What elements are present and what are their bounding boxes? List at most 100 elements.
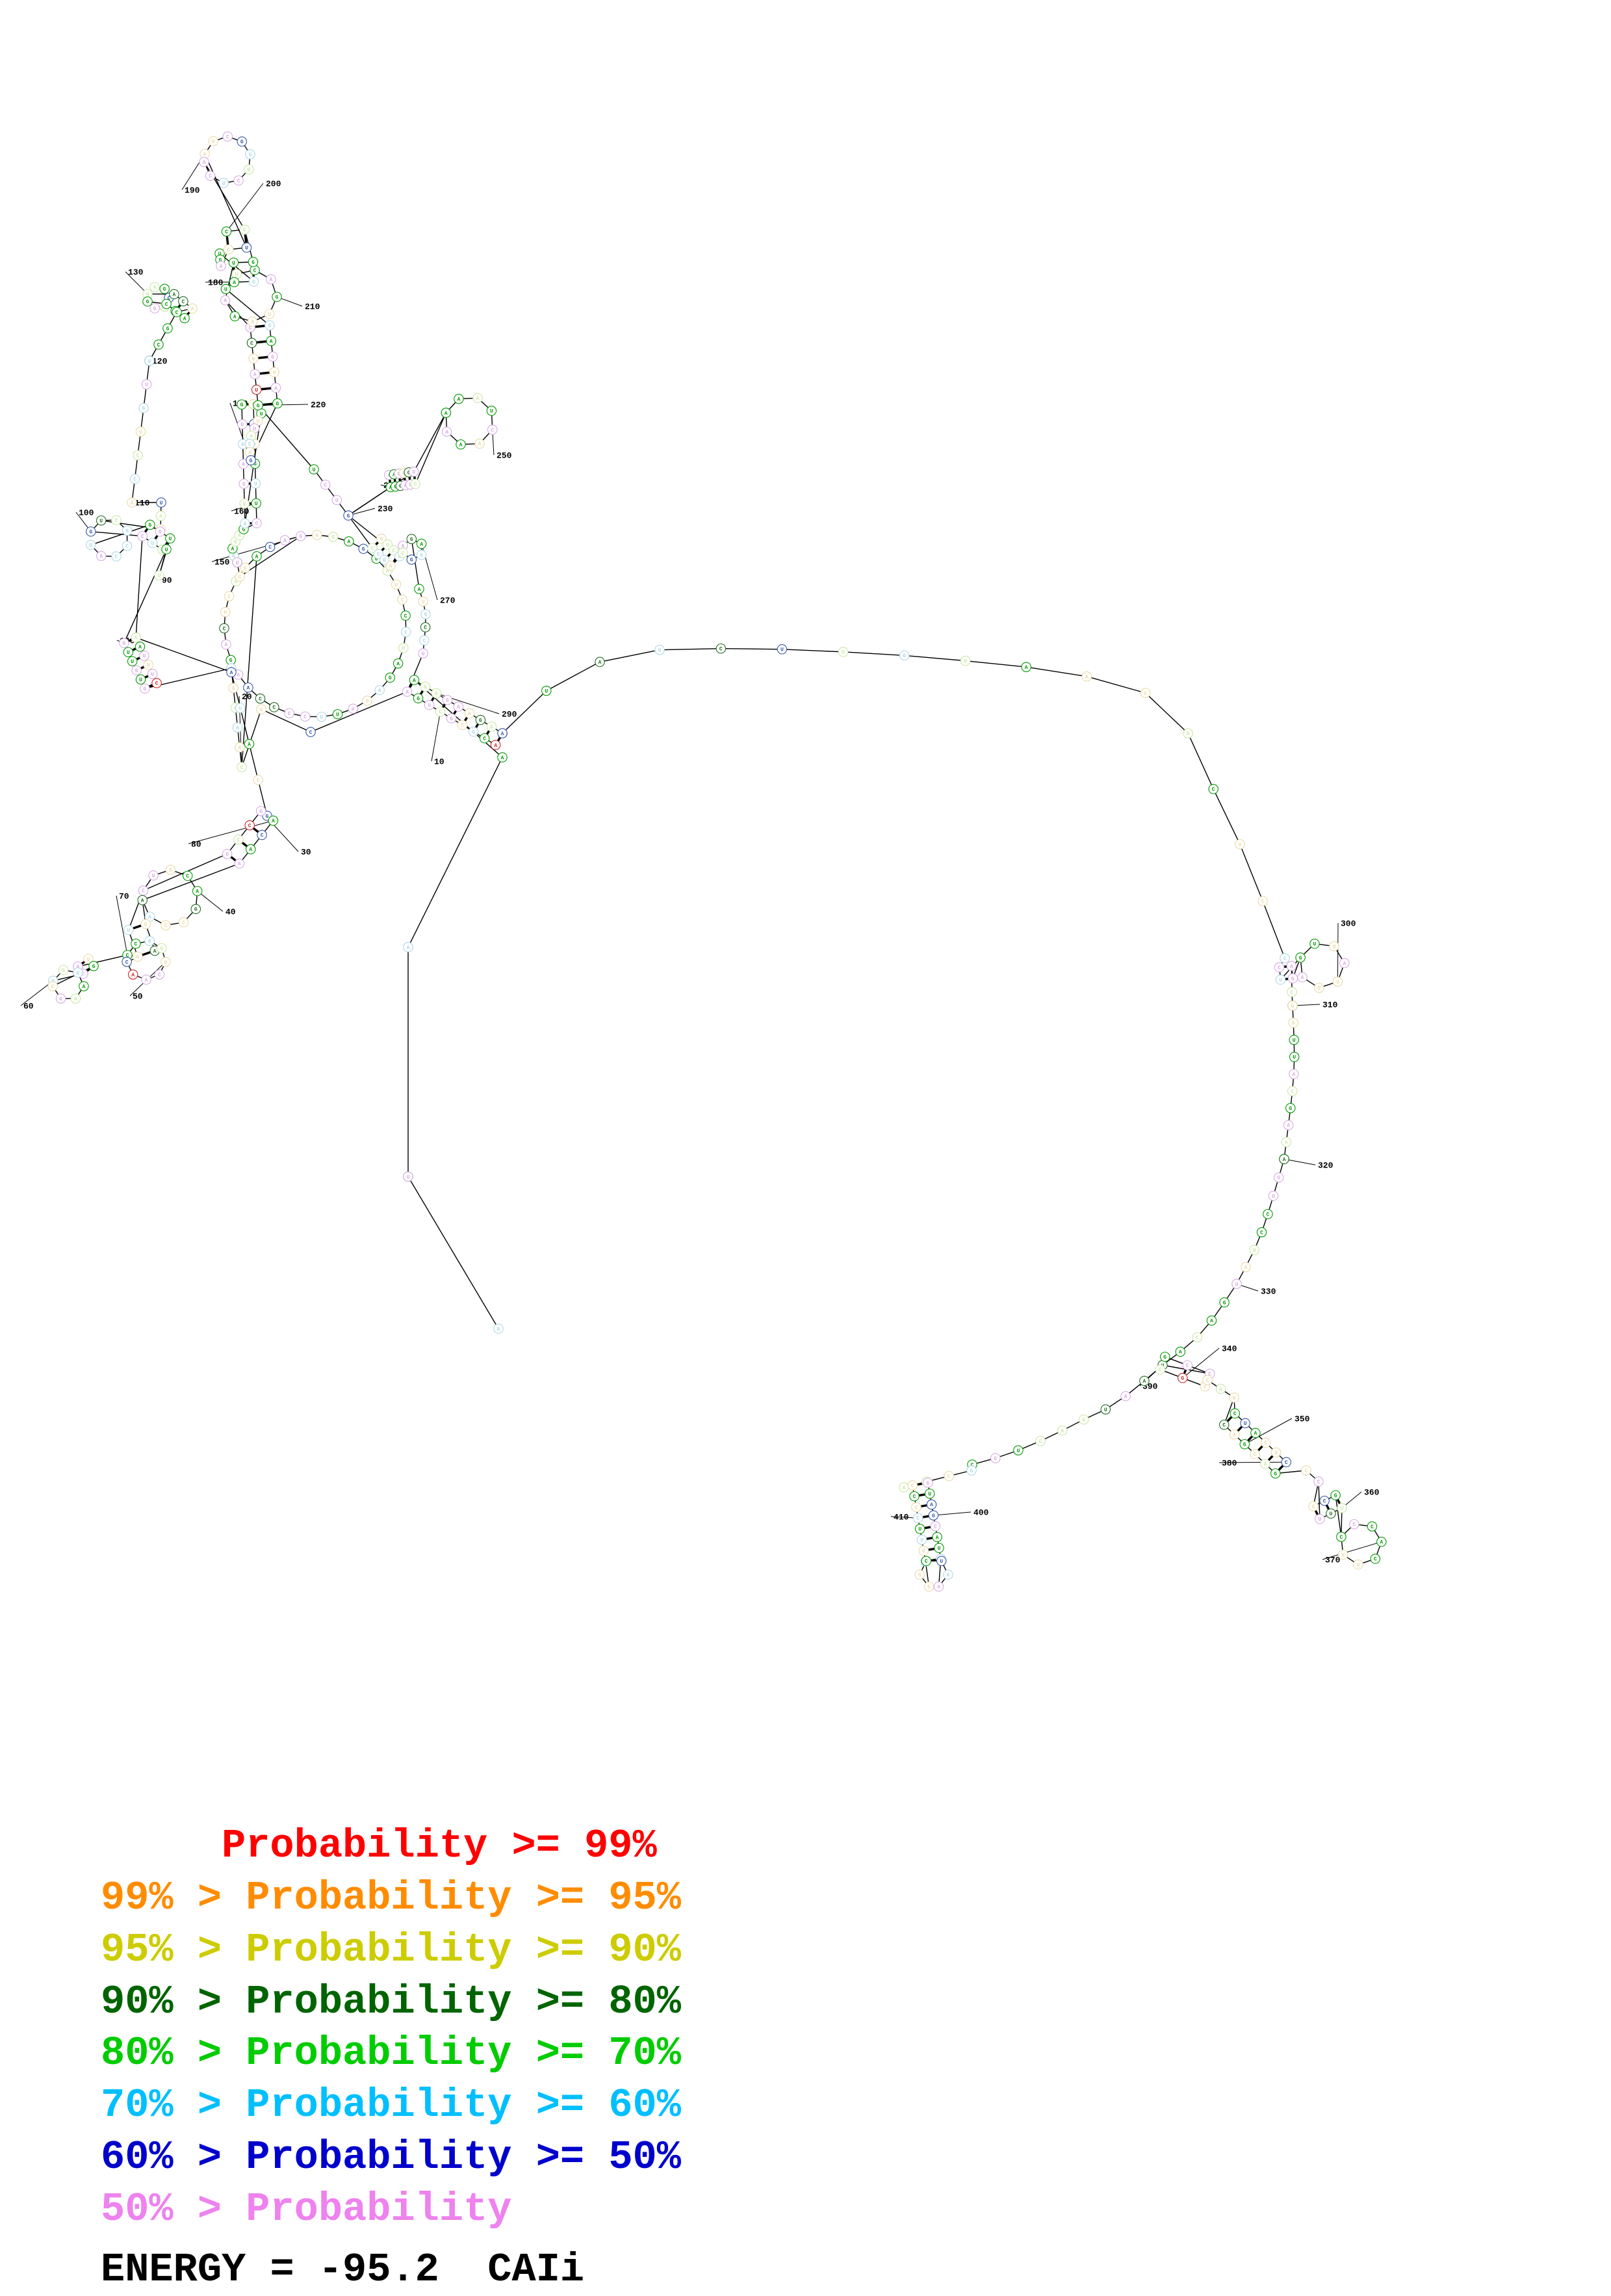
svg-text:A: A: [248, 742, 251, 748]
svg-text:U: U: [236, 560, 239, 566]
svg-text:G: G: [417, 696, 420, 702]
svg-text:A: A: [1233, 1433, 1236, 1439]
svg-text:A: A: [236, 725, 239, 731]
svg-text:A: A: [255, 554, 259, 560]
svg-text:A: A: [203, 152, 207, 158]
svg-text:G: G: [994, 1456, 997, 1462]
svg-text:410: 410: [894, 1513, 909, 1522]
svg-text:C: C: [259, 696, 262, 702]
svg-text:C: C: [1323, 1499, 1326, 1505]
svg-text:A: A: [420, 541, 423, 547]
svg-text:C: C: [115, 554, 118, 560]
svg-text:G: G: [1233, 1396, 1236, 1402]
svg-text:A: A: [1285, 1140, 1288, 1146]
svg-text:G: G: [232, 686, 235, 692]
svg-text:C: C: [1285, 1460, 1288, 1466]
svg-text:A: A: [131, 972, 135, 978]
svg-text:A: A: [407, 945, 410, 951]
svg-text:G: G: [1082, 1418, 1085, 1424]
svg-text:A: A: [233, 280, 236, 286]
svg-text:A: A: [1061, 1429, 1064, 1435]
svg-text:C: C: [424, 625, 427, 631]
svg-text:A: A: [159, 514, 162, 519]
svg-text:G: G: [271, 354, 274, 360]
svg-text:C: C: [175, 310, 179, 316]
svg-text:U: U: [1239, 842, 1242, 848]
svg-text:U: U: [273, 370, 276, 376]
svg-text:320: 320: [1318, 1161, 1334, 1171]
svg-text:U: U: [922, 1548, 925, 1554]
svg-text:U: U: [658, 648, 662, 654]
svg-text:U: U: [160, 946, 163, 952]
svg-text:C: C: [402, 551, 405, 556]
svg-text:A: A: [183, 316, 187, 322]
svg-text:60: 60: [23, 1002, 34, 1011]
svg-text:G: G: [927, 1585, 931, 1591]
svg-text:A: A: [196, 889, 199, 895]
svg-text:A: A: [413, 678, 416, 684]
svg-text:U: U: [238, 706, 242, 712]
svg-text:U: U: [139, 430, 142, 436]
svg-text:U: U: [248, 152, 251, 158]
svg-text:U: U: [158, 573, 161, 579]
svg-text:A: A: [903, 1485, 906, 1491]
svg-text:A: A: [74, 997, 77, 1002]
svg-text:C: C: [1305, 1468, 1308, 1474]
svg-text:C: C: [1371, 1524, 1374, 1530]
svg-text:C: C: [125, 544, 129, 550]
svg-text:G: G: [479, 718, 482, 724]
svg-text:G: G: [1163, 1355, 1166, 1361]
svg-text:U: U: [240, 423, 244, 428]
svg-text:G: G: [125, 528, 129, 534]
svg-text:C: C: [719, 647, 723, 653]
svg-text:A: A: [269, 277, 272, 283]
svg-text:U: U: [89, 543, 92, 549]
svg-text:U: U: [402, 646, 405, 652]
svg-text:C: C: [1291, 1089, 1294, 1095]
svg-text:U: U: [1272, 1194, 1275, 1199]
svg-text:U: U: [232, 261, 235, 267]
svg-text:C: C: [1196, 1335, 1199, 1341]
svg-text:U: U: [139, 677, 142, 683]
svg-text:230: 230: [378, 504, 393, 514]
svg-text:A: A: [396, 661, 400, 667]
svg-text:U: U: [235, 272, 238, 278]
svg-text:G: G: [250, 458, 253, 464]
svg-text:G: G: [76, 971, 79, 976]
svg-text:G: G: [251, 260, 255, 266]
svg-text:C: C: [324, 483, 327, 489]
svg-text:U: U: [255, 501, 258, 507]
svg-text:U: U: [151, 672, 154, 678]
svg-text:370: 370: [1325, 1556, 1341, 1565]
svg-text:A: A: [1301, 975, 1304, 981]
svg-text:G: G: [970, 1468, 973, 1474]
svg-text:U: U: [224, 287, 227, 293]
svg-text:A: A: [1124, 1394, 1128, 1400]
svg-text:50: 50: [133, 992, 143, 1002]
svg-text:C: C: [158, 972, 161, 978]
svg-text:C: C: [142, 889, 145, 894]
svg-text:A: A: [937, 1585, 940, 1591]
svg-text:A: A: [138, 645, 142, 651]
svg-text:C: C: [227, 594, 231, 600]
svg-text:C: C: [1266, 1212, 1269, 1218]
svg-text:G: G: [1291, 976, 1295, 982]
svg-text:G: G: [229, 658, 233, 664]
svg-text:A: A: [203, 160, 206, 166]
svg-text:U: U: [928, 1492, 931, 1498]
svg-text:C: C: [268, 545, 272, 551]
svg-text:G: G: [163, 287, 166, 293]
svg-text:C: C: [934, 1524, 937, 1530]
svg-text:C: C: [461, 723, 464, 729]
svg-text:A: A: [190, 306, 194, 312]
svg-text:A: A: [946, 1572, 949, 1578]
svg-text:C: C: [911, 1483, 914, 1489]
svg-text:G: G: [446, 698, 449, 704]
svg-text:A: A: [141, 898, 144, 904]
svg-text:U: U: [144, 922, 148, 928]
svg-text:C: C: [226, 135, 229, 140]
svg-text:U: U: [490, 409, 493, 415]
svg-text:A: A: [242, 462, 245, 468]
svg-text:C: C: [253, 268, 257, 274]
svg-text:G: G: [166, 326, 170, 332]
